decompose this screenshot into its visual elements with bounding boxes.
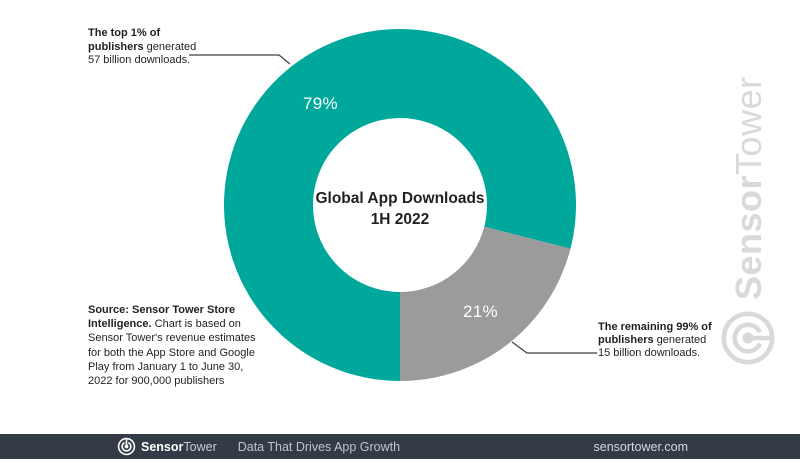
chart-center-title-line1: Global App Downloads: [315, 190, 485, 207]
annotation-remaining-99-percent-detail: generated 15 billion downloads.: [598, 334, 707, 359]
annotation-top-1-percent-bold: The top 1% of publishers: [88, 27, 161, 53]
annotation-top-1-percent: The top 1% of publishers generated 57 bi…: [88, 27, 200, 68]
footer-brand-light: Tower: [183, 439, 217, 454]
watermark-brand-bold: Sensor: [728, 174, 769, 300]
chart-center-title-line2: 1H 2022: [370, 211, 430, 228]
footer-sensor-tower-logo-icon: [117, 437, 136, 456]
source-note-detail: Chart is based on Sensor Tower's revenue…: [88, 318, 256, 388]
footer-tagline: Data That Drives App Growth: [237, 439, 401, 454]
chart-center-title: Global App Downloads 1H 2022: [290, 188, 510, 230]
footer-brand-name: SensorTower: [141, 440, 217, 454]
logo-inner-arc: [732, 322, 763, 354]
slice-label-21-percent: 21%: [463, 302, 498, 321]
callout-line-top-left: [189, 54, 291, 65]
callout-line-bottom-right: [511, 341, 597, 354]
footer-logo-inner-arc: [121, 441, 132, 452]
source-note: Source: Sensor Tower Store Intelligence.…: [88, 303, 260, 388]
sensor-tower-watermark: SensorTower: [727, 67, 771, 300]
footer-website-link: sensortower.com: [593, 439, 688, 454]
logo-outer-ring: [721, 311, 775, 365]
annotation-top-1-percent-detail: generated 57 billion downloads.: [88, 40, 197, 67]
footer-brand-bold: Sensor: [141, 439, 184, 454]
sensor-tower-logo-icon: [721, 311, 775, 365]
annotation-remaining-99-percent-bold: The remaining 99% of publishers: [598, 321, 712, 346]
footer-bar: SensorTower Data That Drives App Growth …: [0, 434, 800, 459]
annotation-remaining-99-percent: The remaining 99% of publishers generate…: [598, 321, 716, 360]
watermark-brand-light: Tower: [728, 76, 769, 175]
slice-label-79-percent: 79%: [303, 94, 338, 113]
source-note-bold: Source: Sensor Tower Store Intelligence.: [88, 304, 236, 331]
